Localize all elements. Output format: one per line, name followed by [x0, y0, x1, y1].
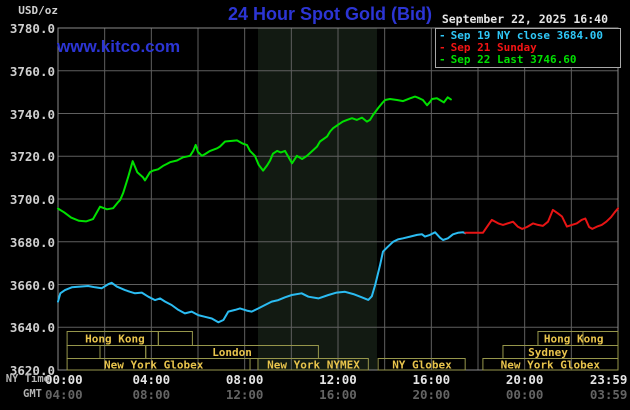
legend-dash-icon: -	[439, 53, 446, 66]
session-label: New York Globex	[104, 358, 204, 371]
session-label: New York NYMEX	[267, 358, 360, 371]
kitco-watermark: www.kitco.com	[57, 37, 181, 56]
x-axis-tick-label-ny: 20:00	[505, 372, 544, 387]
ny-time-axis-caption: NY Time	[5, 373, 50, 385]
session-box	[377, 358, 466, 371]
session-label: Sydney	[528, 346, 568, 359]
chart-datetime: September 22, 2025 16:40	[441, 12, 608, 26]
y-axis-tick-label: 3660.0	[9, 277, 55, 293]
legend-label: Sep 21 Sunday	[450, 41, 537, 54]
session-box	[257, 358, 369, 371]
y-axis-tick-label: 3620.0	[9, 363, 55, 378]
session-box	[482, 358, 619, 371]
x-axis-tick-label-gmt: 20:00	[412, 387, 451, 402]
x-axis-tick-label-ny: 00:00	[45, 372, 83, 387]
y-axis-tick-label: 3640.0	[9, 320, 55, 336]
series-line-sep22	[57, 95, 452, 223]
legend-label: Sep 19 NY close 3684.00	[450, 29, 603, 42]
y-axis-tick-label: 3720.0	[9, 149, 55, 165]
legend-label: Sep 22 Last 3746.60	[450, 53, 577, 66]
x-axis-tick-label-gmt: 08:00	[132, 387, 171, 402]
page-title: 24 Hour Spot Gold (Bid)	[228, 4, 432, 24]
y-axis-tick-label: 3740.0	[9, 106, 55, 122]
session-box	[157, 331, 193, 346]
session-label: London	[212, 346, 252, 359]
x-axis-tick-label-ny: 16:00	[412, 372, 451, 387]
session-label: Hong Kong	[85, 333, 145, 346]
session-label: New York Globex	[501, 358, 601, 371]
x-axis-tick-label-gmt: 00:00	[505, 387, 544, 402]
x-axis-tick-label-ny: 04:00	[132, 372, 171, 387]
y-axis-tick-label: 3680.0	[9, 234, 55, 250]
legend: - Sep 19 NY close 3684.00- Sep 21 Sunday - S…	[435, 28, 621, 68]
legend-entry: - Sep 22 Last 3746.60	[439, 54, 620, 66]
x-axis-tick-label-gmt: 12:00	[225, 387, 264, 402]
x-axis-tick-label-gmt: 16:00	[319, 387, 357, 402]
x-axis-tick-label-gmt: 04:00	[45, 387, 83, 402]
session-box	[99, 345, 147, 359]
session-box	[66, 345, 101, 359]
series-line-sep19	[57, 231, 467, 324]
y-axis-unit-label: USD/oz	[18, 4, 58, 17]
x-axis-tick-label-ny: 12:00	[319, 372, 357, 387]
session-label: NY Globex	[392, 358, 452, 371]
legend-dash-icon: -	[439, 29, 446, 42]
x-axis-tick-label-ny: 08:00	[225, 372, 264, 387]
legend-dash-icon: -	[439, 41, 446, 54]
legend-entry: - Sep 21 Sunday	[439, 42, 620, 54]
session-box	[66, 358, 251, 371]
x-axis-tick-label-ny: 23:59	[589, 372, 628, 387]
y-axis-tick-label: 3780.0	[9, 21, 55, 36]
y-axis-tick-label: 3760.0	[9, 63, 55, 79]
series-line-sep21	[464, 207, 619, 234]
x-axis-tick-label-gmt: 03:59	[589, 387, 628, 402]
gmt-axis-caption: GMT	[23, 388, 42, 400]
session-label: Hong Kong	[544, 333, 604, 346]
y-axis-tick-label: 3700.0	[9, 192, 55, 207]
legend-entry: - Sep 19 NY close 3684.00	[439, 30, 620, 42]
